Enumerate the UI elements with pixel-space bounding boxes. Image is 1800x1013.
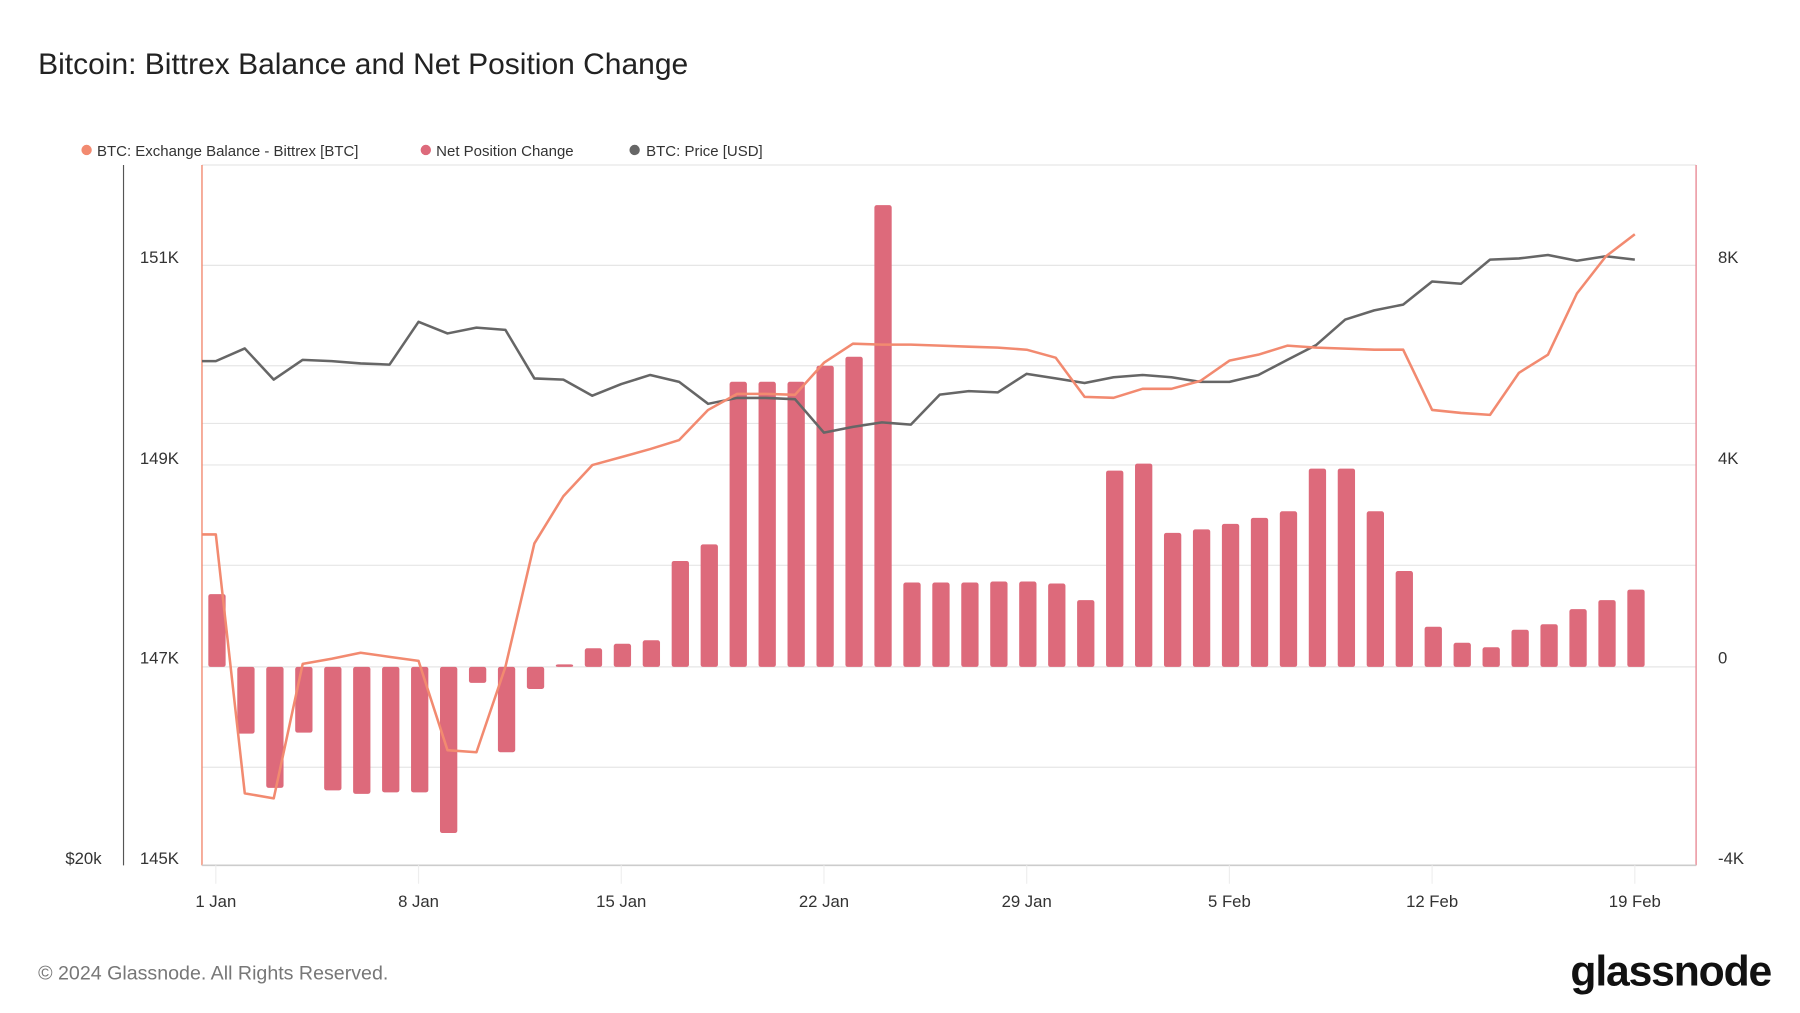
legend-dot-balance bbox=[81, 144, 92, 156]
npc-bar-18-feb[interactable] bbox=[1598, 600, 1616, 667]
legend-label-npc: Net Position Change bbox=[436, 143, 573, 160]
x-tick-label: 19 Feb bbox=[1609, 892, 1661, 911]
left-tick-label: 147K bbox=[140, 648, 179, 667]
legend-label-price: BTC: Price [USD] bbox=[646, 143, 763, 160]
npc-bar-14-feb[interactable] bbox=[1482, 647, 1500, 667]
npc-bar-8-jan[interactable] bbox=[411, 666, 429, 793]
x-tick-label: 8 Jan bbox=[398, 892, 439, 911]
npc-bar-28-jan[interactable] bbox=[990, 581, 1008, 667]
npc-bar-12-feb[interactable] bbox=[1424, 626, 1442, 667]
npc-bar-31-jan[interactable] bbox=[1077, 600, 1095, 667]
npc-bar-27-jan[interactable] bbox=[961, 582, 979, 667]
npc-bar-13-feb[interactable] bbox=[1453, 642, 1471, 667]
series-lines bbox=[201, 233, 1636, 800]
npc-bar-15-feb[interactable] bbox=[1511, 629, 1529, 667]
right-tick-label: 0 bbox=[1718, 648, 1727, 667]
npc-bar-6-feb[interactable] bbox=[1250, 517, 1269, 667]
npc-bar-8-feb[interactable] bbox=[1308, 468, 1327, 667]
x-tick-label: 5 Feb bbox=[1208, 892, 1251, 911]
npc-bar-1-feb[interactable] bbox=[1106, 470, 1124, 667]
glassnode-logo: glassnode bbox=[1570, 947, 1771, 995]
right-tick-label: -4K bbox=[1718, 849, 1744, 868]
npc-bar-23-jan[interactable] bbox=[845, 356, 863, 667]
npc-bar-26-jan[interactable] bbox=[932, 582, 950, 667]
npc-bar-9-feb[interactable] bbox=[1337, 468, 1356, 667]
npc-bar-1-jan[interactable] bbox=[208, 594, 226, 667]
chart-title: Bitcoin: Bittrex Balance and Net Positio… bbox=[38, 48, 688, 81]
legend-item-npc[interactable]: Net Position Change bbox=[420, 143, 574, 160]
npc-bar-29-jan[interactable] bbox=[1019, 581, 1037, 667]
npc-bar-12-jan[interactable] bbox=[526, 666, 545, 689]
npc-bar-19-feb[interactable] bbox=[1627, 589, 1645, 667]
npc-bar-2-feb[interactable] bbox=[1135, 463, 1153, 667]
npc-bar-10-jan[interactable] bbox=[468, 666, 487, 683]
legend-label-balance: BTC: Exchange Balance - Bittrex [BTC] bbox=[97, 143, 359, 160]
npc-bar-5-feb[interactable] bbox=[1221, 523, 1240, 667]
npc-bar-5-jan[interactable] bbox=[324, 666, 342, 791]
npc-bar-6-jan[interactable] bbox=[353, 666, 371, 794]
left-tick-label: 149K bbox=[140, 449, 179, 468]
npc-bar-17-feb[interactable] bbox=[1569, 609, 1587, 667]
balance-line[interactable] bbox=[201, 233, 1636, 800]
npc-bar-30-jan[interactable] bbox=[1048, 583, 1066, 667]
price-tick-label: $20k bbox=[65, 849, 102, 868]
npc-bar-4-jan[interactable] bbox=[295, 666, 313, 733]
npc-bar-7-jan[interactable] bbox=[382, 666, 400, 793]
legend-item-price[interactable]: BTC: Price [USD] bbox=[629, 143, 763, 160]
npc-bar-13-jan[interactable] bbox=[555, 664, 574, 667]
legend: BTC: Exchange Balance - Bittrex [BTC] Ne… bbox=[81, 143, 763, 160]
copyright-footer: © 2024 Glassnode. All Rights Reserved. bbox=[38, 963, 388, 985]
npc-bar-24-jan[interactable] bbox=[874, 205, 892, 667]
x-tick-label: 22 Jan bbox=[799, 892, 849, 911]
left-tick-label: 151K bbox=[140, 248, 179, 267]
npc-bar-18-jan[interactable] bbox=[700, 544, 718, 667]
npc-bar-3-feb[interactable] bbox=[1163, 532, 1182, 667]
npc-bar-15-jan[interactable] bbox=[613, 643, 632, 667]
x-tick-label: 12 Feb bbox=[1406, 892, 1458, 911]
left-axis-ticks: 151K 149K 147K 145K $20k bbox=[65, 248, 179, 868]
npc-bar-14-jan[interactable] bbox=[584, 648, 603, 667]
right-tick-label: 4K bbox=[1718, 449, 1738, 468]
x-tick-label: 29 Jan bbox=[1002, 892, 1052, 911]
x-axis-ticks: 1 Jan 8 Jan 15 Jan 22 Jan 29 Jan 5 Feb 12 Feb 1… bbox=[195, 865, 1661, 911]
npc-bar-7-feb[interactable] bbox=[1279, 511, 1298, 667]
legend-item-balance[interactable]: BTC: Exchange Balance - Bittrex [BTC] bbox=[81, 143, 358, 160]
npc-bar-10-feb[interactable] bbox=[1366, 511, 1385, 667]
npc-bar-17-jan[interactable] bbox=[671, 560, 689, 667]
right-axis-ticks: 8K 4K 0 -4K bbox=[1718, 248, 1744, 868]
price-line[interactable] bbox=[201, 253, 1635, 434]
left-tick-label: 145K bbox=[140, 849, 179, 868]
npc-bar-16-jan[interactable] bbox=[642, 640, 661, 667]
npc-bar-21-jan[interactable] bbox=[787, 381, 805, 667]
npc-bar-2-jan[interactable] bbox=[237, 666, 255, 734]
npc-bar-11-jan[interactable] bbox=[497, 666, 516, 753]
right-tick-label: 8K bbox=[1718, 248, 1738, 267]
npc-bar-4-feb[interactable] bbox=[1192, 529, 1211, 667]
npc-bar-11-feb[interactable] bbox=[1395, 571, 1413, 667]
npc-bars bbox=[208, 205, 1645, 833]
npc-bar-22-jan[interactable] bbox=[816, 365, 834, 667]
x-tick-label: 1 Jan bbox=[195, 892, 236, 911]
legend-dot-npc bbox=[420, 144, 431, 156]
legend-dot-price bbox=[629, 144, 640, 156]
npc-bar-20-jan[interactable] bbox=[758, 381, 776, 667]
npc-bar-19-jan[interactable] bbox=[729, 381, 747, 667]
npc-bar-16-feb[interactable] bbox=[1540, 624, 1558, 667]
x-tick-label: 15 Jan bbox=[596, 892, 646, 911]
npc-bar-3-jan[interactable] bbox=[266, 666, 284, 788]
npc-bar-25-jan[interactable] bbox=[903, 582, 921, 667]
